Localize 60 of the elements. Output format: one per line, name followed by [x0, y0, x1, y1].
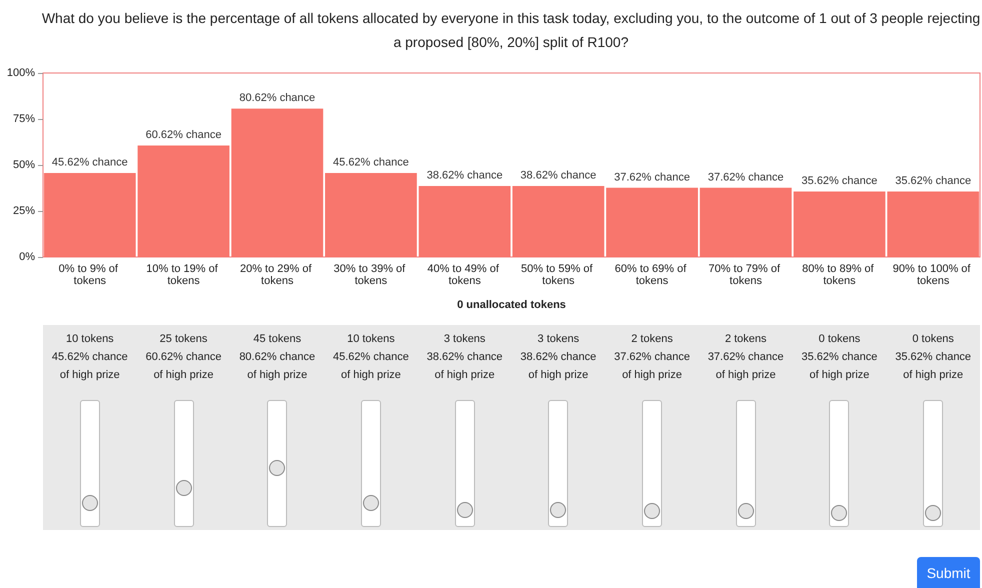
text: of high prize: [154, 369, 214, 381]
x-tick-label: 50% to 59% of tokens: [521, 263, 596, 287]
x-tick-label: 60% to 69% of tokens: [614, 263, 690, 287]
text: 80.62% chance: [239, 92, 316, 104]
text: of high prize: [528, 369, 588, 381]
data-label: 60.62% chance: [146, 351, 222, 363]
text: of high prize: [340, 369, 401, 381]
text: 45.62% chance: [333, 156, 409, 169]
text: 35.62% chance: [802, 174, 878, 187]
y-tick-label: 50%: [12, 159, 36, 171]
x-tick-label: 90% to 100% of tokens: [892, 263, 974, 287]
x-tick-label: 40% to 49% of tokens: [427, 263, 502, 287]
text: 60.62% chance: [146, 128, 222, 141]
text: 0 tokens: [818, 332, 862, 347]
text: 0 unallocated tokens: [456, 299, 567, 311]
text: 38.62% chance: [426, 169, 503, 182]
text: 37.62% chance: [708, 171, 784, 184]
data-label: 38.62% chance: [426, 351, 503, 363]
x-tick-label: 20% to 29% of tokens: [240, 263, 315, 287]
text: 3 tokens: [442, 332, 486, 347]
x-tick-label: 10% to 19% of tokens: [146, 263, 221, 287]
x-tick-label: 0% to 9% of tokens: [58, 263, 122, 287]
text: 2 tokens: [630, 332, 674, 347]
y-tick-label: 0%: [19, 251, 36, 263]
data-label: 80.62% chance: [239, 351, 316, 363]
text: 2 tokens: [724, 332, 768, 347]
x-tick-label: 80% to 89% of tokens: [802, 263, 877, 287]
y-tick-label: 75%: [12, 113, 36, 125]
text: of high prize: [434, 369, 495, 381]
y-tick-label: 25%: [12, 205, 36, 217]
text: 45 tokens: [252, 332, 302, 347]
text: 10 tokens: [346, 332, 396, 347]
y-tick-label: 100%: [6, 67, 36, 79]
submit-button: Submit: [917, 557, 980, 588]
text: of high prize: [60, 369, 120, 381]
data-label: 35.62% chance: [802, 351, 878, 363]
text: of high prize: [809, 369, 870, 381]
x-tick-label: 30% to 39% of tokens: [334, 263, 408, 287]
data-label: 37.62% chance: [614, 351, 690, 363]
text: of high prize: [622, 369, 682, 381]
bar: [700, 188, 792, 257]
x-tick-label: 70% to 79% of tokens: [708, 263, 784, 287]
text: 45.62% chance: [52, 156, 128, 169]
data-label: 45.62% chance: [52, 351, 128, 363]
text: of high prize: [903, 369, 964, 381]
text: 0 tokens: [911, 332, 955, 347]
data-label: 38.62% chance: [520, 351, 596, 363]
data-label: 45.62% chance: [333, 351, 409, 363]
chart-title: What do you believe is the percentage of all tokens allocated by everyone in this task today, excluding you, to the outcome of 1 out of 3 people rejecting a proposed [80%, 20%] split of R100?: [40, 9, 982, 52]
text: 38.62% chance: [520, 169, 596, 182]
data-label: 37.62% chance: [708, 351, 784, 363]
text: of high prize: [716, 369, 776, 381]
text: 37.62% chance: [614, 171, 690, 184]
bar: [231, 108, 324, 257]
text: 25 tokens: [158, 332, 208, 347]
text: 3 tokens: [536, 332, 580, 347]
text: 35.62% chance: [895, 174, 972, 187]
text: of high prize: [247, 369, 308, 381]
text: 10 tokens: [64, 332, 115, 347]
data-label: 35.62% chance: [895, 351, 972, 363]
